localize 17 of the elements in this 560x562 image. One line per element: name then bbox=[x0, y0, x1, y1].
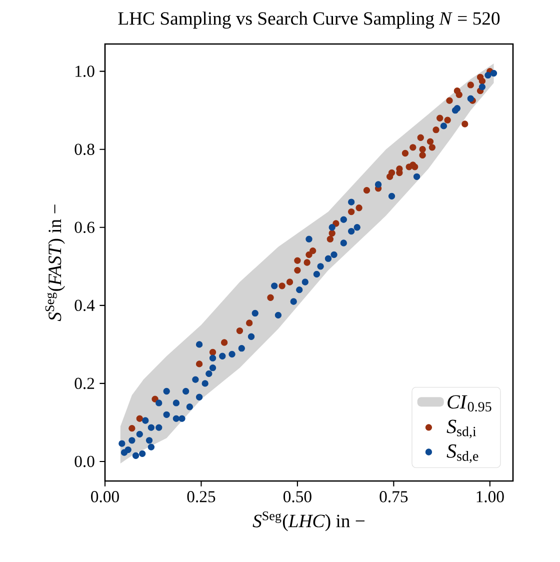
y-tick-label: 0.2 bbox=[74, 378, 94, 390]
y-tick-label: 0.0 bbox=[74, 456, 94, 468]
legend-label: CI$_{0.95}$ bbox=[448, 395, 492, 412]
chart-title: LHC Sampling vs Search Curve Sampling N = 520 bbox=[118, 12, 500, 29]
x-tick-label: 0.00 bbox=[91, 491, 119, 502]
x-tick-label: 0.50 bbox=[283, 491, 312, 502]
legend-label: S$_{sd,i}$ bbox=[446, 420, 476, 438]
x-tick-label: 0.75 bbox=[380, 491, 408, 502]
x-tick-label: 1.00 bbox=[476, 491, 504, 502]
y-tick-label: 0.4 bbox=[74, 300, 95, 312]
legend-label: S$_{sd,e}$ bbox=[446, 444, 478, 463]
y-axis-title: S$^{Seg}$(FAST) in − bbox=[45, 204, 65, 322]
y-tick-label: 0.6 bbox=[74, 222, 94, 234]
y-tick-label: 0.8 bbox=[74, 144, 94, 156]
x-tick-label: 0.25 bbox=[187, 491, 216, 502]
x-axis-title: S$^{Seg}$(LHC) in − bbox=[252, 512, 365, 532]
y-tick-label: 1.0 bbox=[76, 66, 94, 77]
